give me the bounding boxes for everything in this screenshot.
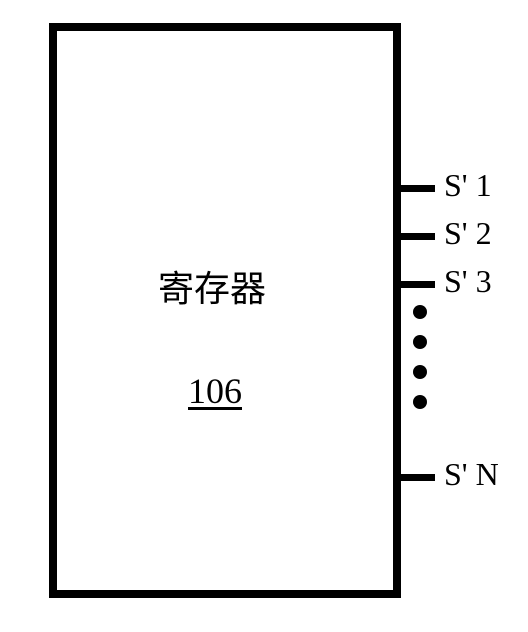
signal-tick <box>401 185 435 192</box>
signal-label: S' 3 <box>444 263 492 300</box>
signal-tick <box>401 474 435 481</box>
signal-tick <box>401 281 435 288</box>
signal-label: S' N <box>444 456 499 493</box>
ellipsis-dot <box>413 305 427 319</box>
register-title: 寄存器 <box>158 260 266 312</box>
ellipsis-dot <box>413 335 427 349</box>
signal-label: S' 1 <box>444 167 492 204</box>
signal-label: S' 2 <box>444 215 492 252</box>
signal-tick <box>401 233 435 240</box>
register-id: 106 <box>188 370 242 412</box>
ellipsis-dot <box>413 395 427 409</box>
ellipsis-dot <box>413 365 427 379</box>
